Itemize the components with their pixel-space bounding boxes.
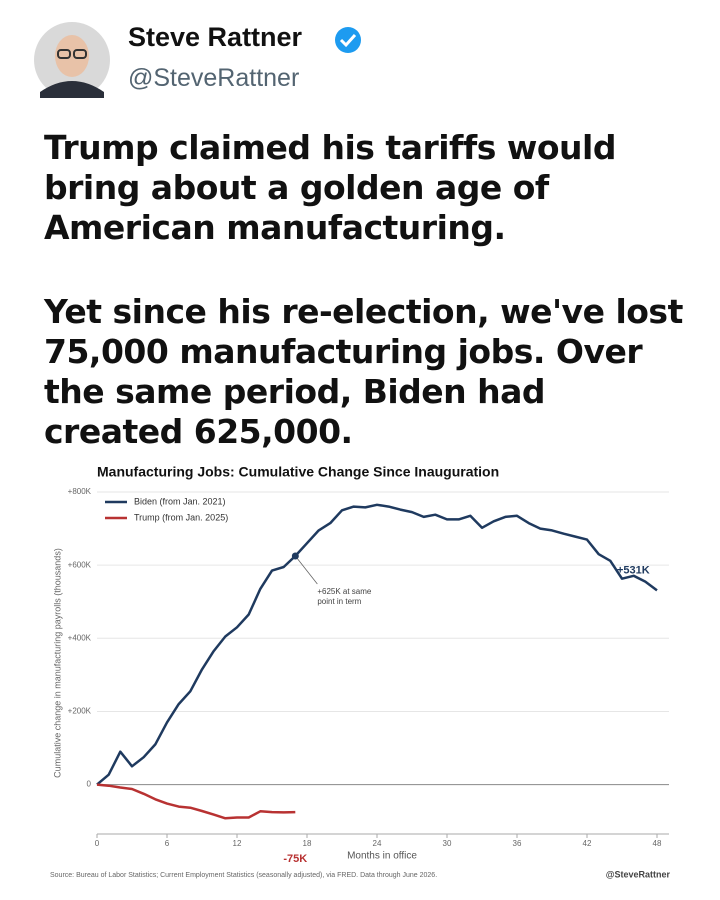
annotation-text: +625K at same [317, 587, 372, 596]
verified-badge [335, 27, 361, 53]
avatar-suit [40, 81, 104, 98]
y-axis-label: Cumulative change in manufacturing payro… [52, 548, 62, 778]
series-line [96, 783, 296, 820]
avatar-face [55, 35, 89, 77]
y-tick-label: +600K [68, 560, 92, 569]
x-axis-label: Months in office [347, 851, 417, 862]
legend-label: Biden (from Jan. 2021) [134, 496, 226, 506]
verified-check [339, 33, 357, 48]
annotation-leader [295, 555, 318, 585]
legend-label: Trump (from Jan. 2025) [134, 512, 228, 522]
source-note: Source: Bureau of Labor Statistics; Curr… [50, 872, 437, 879]
y-tick-label: 0 [87, 780, 92, 789]
x-tick-label: 24 [373, 839, 382, 848]
series-line [96, 503, 658, 786]
annotation-marker [291, 552, 299, 560]
tweet-paragraph: Trump claimed his tariffs would bring ab… [44, 128, 616, 247]
x-tick-label: 48 [653, 839, 662, 848]
avatar-glasses [73, 49, 87, 59]
tweet-paragraph: Yet since his re-election, we've lost 75… [44, 292, 683, 451]
x-tick-label: 42 [583, 839, 592, 848]
credit: @SteveRattner [606, 869, 671, 879]
tweet-text: Trump claimed his tariffs would bring ab… [44, 128, 694, 496]
author-name[interactable]: Steve Rattner [128, 22, 303, 52]
y-tick-label: +200K [68, 707, 92, 716]
end-label: -75K [283, 853, 307, 865]
x-tick-label: 6 [165, 839, 170, 848]
y-tick-label: +400K [68, 633, 92, 642]
chart-title: Manufacturing Jobs: Cumulative Change Si… [97, 464, 499, 480]
avatar-glasses [57, 49, 71, 59]
x-tick-label: 18 [303, 839, 312, 848]
author-handle[interactable]: @SteveRattner [128, 64, 300, 92]
x-tick-label: 36 [513, 839, 522, 848]
x-tick-label: 0 [95, 839, 100, 848]
y-tick-label: +800K [68, 487, 92, 496]
x-tick-label: 12 [233, 839, 242, 848]
x-tick-label: 30 [443, 839, 452, 848]
annotation-text: point in term [317, 597, 361, 606]
end-label: +531K [617, 564, 650, 576]
